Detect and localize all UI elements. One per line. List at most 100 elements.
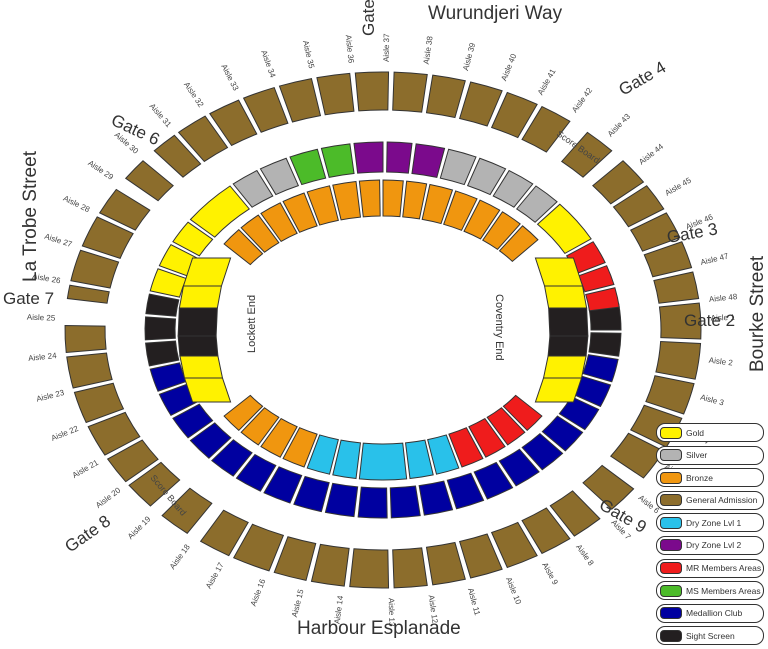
ga-section-ga[interactable] (81, 216, 134, 259)
ga-section-ga[interactable] (242, 86, 289, 133)
middle-section-medallion[interactable] (541, 415, 584, 452)
middle-section-medallion[interactable] (263, 466, 303, 504)
ga-section-ga[interactable] (64, 324, 107, 354)
ga-section-ga[interactable] (153, 134, 202, 178)
middle-section-silver[interactable] (439, 148, 477, 186)
ga-section-ga[interactable] (392, 547, 428, 589)
middle-section-medallion[interactable] (235, 453, 277, 492)
inner-section-dry1[interactable] (332, 439, 362, 480)
ga-section-ga[interactable] (349, 548, 390, 589)
inner-section-mr[interactable] (468, 417, 506, 458)
legend-item-ga[interactable]: General Admission (656, 490, 764, 510)
ga-section-ga[interactable] (161, 487, 213, 534)
middle-section-medallion[interactable] (189, 422, 232, 459)
inner-section-mr[interactable] (486, 407, 526, 446)
ga-section-ga[interactable] (392, 71, 428, 113)
ga-section-ga[interactable] (106, 439, 159, 483)
inner-section-bronze[interactable] (240, 214, 280, 253)
middle-section-medallion[interactable] (521, 432, 564, 471)
middle-section-gold[interactable] (536, 203, 592, 255)
middle-section-medallion[interactable] (498, 448, 540, 487)
ga-section-ga[interactable] (658, 302, 702, 340)
middle-section-gold[interactable] (172, 221, 214, 257)
legend-item-ms[interactable]: MS Members Areas (656, 581, 764, 601)
inner-section-bronze[interactable] (306, 185, 339, 226)
legend-item-gold[interactable]: Gold (656, 423, 764, 442)
ga-section-ga[interactable] (592, 160, 645, 205)
ga-section-ga[interactable] (612, 185, 665, 228)
inner-section-bronze[interactable] (463, 199, 501, 240)
middle-section-sight[interactable] (145, 340, 180, 367)
inner-section-bronze[interactable] (421, 183, 454, 225)
west-end-section-gold[interactable] (178, 285, 223, 309)
middle-section-silver[interactable] (232, 169, 274, 208)
ga-section-ga[interactable] (70, 249, 120, 289)
east-end-section-gold[interactable] (543, 285, 588, 309)
ga-section-ga[interactable] (209, 99, 258, 147)
ga-section-ga[interactable] (98, 188, 151, 231)
ga-section-ga[interactable] (73, 382, 125, 424)
middle-section-medallion[interactable] (172, 403, 214, 439)
middle-section-ms[interactable] (320, 143, 355, 178)
middle-section-medallion[interactable] (446, 472, 485, 510)
inner-section-dry1[interactable] (306, 434, 339, 475)
inner-section-bronze[interactable] (498, 225, 539, 263)
west-end-section-sight[interactable] (177, 307, 218, 337)
inner-section-bronze[interactable] (332, 180, 362, 221)
ga-section-ga[interactable] (124, 160, 174, 202)
inner-section-bronze[interactable] (260, 417, 298, 458)
inner-section-bronze[interactable] (223, 228, 264, 266)
legend-item-bronze[interactable]: Bronze (656, 468, 764, 488)
ga-section-ga[interactable] (354, 71, 390, 112)
middle-section-silver[interactable] (515, 185, 558, 223)
inner-section-bronze[interactable] (223, 394, 264, 432)
ga-section-ga[interactable] (643, 241, 693, 278)
legend-item-dry1[interactable]: Dry Zone Lvl 1 (656, 513, 764, 533)
inner-section-bronze[interactable] (240, 407, 280, 446)
middle-section-dry2[interactable] (386, 141, 413, 174)
legend-item-sight[interactable]: Sight Screen (656, 626, 764, 646)
ga-section-ga[interactable] (458, 81, 503, 127)
middle-section-medallion[interactable] (293, 475, 330, 513)
middle-section-silver[interactable] (492, 169, 534, 208)
ga-section-ga[interactable] (521, 105, 571, 153)
ga-section-ga[interactable] (199, 509, 249, 557)
ga-section-ga[interactable] (653, 271, 700, 304)
inner-section-bronze[interactable] (260, 202, 298, 243)
legend-item-medallion[interactable]: Medallion Club (656, 603, 764, 623)
inner-section-bronze[interactable] (382, 179, 404, 218)
middle-section-sight[interactable] (144, 316, 177, 341)
ga-section-ga[interactable] (278, 78, 322, 123)
ga-section-ga[interactable] (87, 411, 141, 456)
east-end-section-sight[interactable] (548, 307, 589, 337)
ga-section-ga[interactable] (549, 490, 601, 537)
ga-section-ga[interactable] (490, 91, 538, 139)
inner-section-bronze[interactable] (282, 192, 318, 233)
inner-section-bronze[interactable] (402, 180, 428, 220)
middle-section-dry2[interactable] (411, 143, 446, 178)
inner-section-mr[interactable] (502, 394, 543, 432)
middle-section-gold[interactable] (189, 185, 251, 238)
ga-section-ga[interactable] (177, 115, 229, 163)
legend-item-silver[interactable]: Silver (656, 445, 764, 465)
west-end-section-gold[interactable] (183, 377, 232, 403)
ga-section-ga[interactable] (458, 533, 503, 579)
ga-section-ga[interactable] (655, 340, 702, 380)
inner-section-bronze[interactable] (358, 179, 381, 218)
east-end-section-gold[interactable] (534, 377, 583, 403)
middle-section-dry2[interactable] (353, 141, 384, 174)
middle-section-silver[interactable] (466, 157, 507, 196)
middle-section-sight[interactable] (145, 293, 180, 317)
inner-section-bronze[interactable] (443, 190, 478, 231)
east-end-section-sight[interactable] (547, 335, 589, 357)
inner-section-bronze[interactable] (282, 427, 318, 468)
ga-section-ga[interactable] (66, 352, 113, 389)
legend-item-mr[interactable]: MR Members Areas (656, 558, 764, 578)
ga-section-ga[interactable] (316, 72, 355, 116)
middle-section-ms[interactable] (289, 148, 327, 186)
ga-section-ga[interactable] (582, 464, 635, 510)
legend-item-dry2[interactable]: Dry Zone Lvl 2 (656, 535, 764, 555)
east-end-section-gold[interactable] (542, 355, 587, 379)
middle-section-medallion[interactable] (357, 486, 388, 519)
inner-section-dry1[interactable] (358, 442, 408, 481)
